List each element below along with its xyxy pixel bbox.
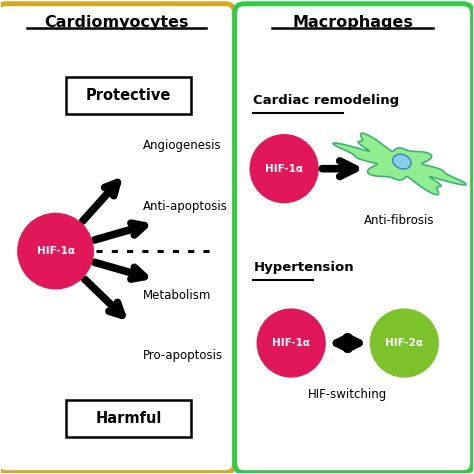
- Ellipse shape: [393, 154, 411, 169]
- Text: HIF-2α: HIF-2α: [385, 338, 423, 348]
- Text: Harmful: Harmful: [95, 411, 162, 426]
- FancyBboxPatch shape: [0, 4, 235, 473]
- Circle shape: [250, 135, 318, 202]
- Polygon shape: [333, 133, 466, 195]
- Text: Anti-fibrosis: Anti-fibrosis: [365, 214, 435, 227]
- Circle shape: [257, 309, 325, 377]
- Text: Protective: Protective: [86, 88, 171, 103]
- Text: Anti-apoptosis: Anti-apoptosis: [143, 200, 228, 213]
- Text: Pro-apoptosis: Pro-apoptosis: [143, 349, 223, 362]
- Text: Metabolism: Metabolism: [143, 290, 211, 302]
- Text: Cardiomyocytes: Cardiomyocytes: [45, 15, 189, 30]
- FancyBboxPatch shape: [66, 77, 191, 114]
- Text: HIF-1α: HIF-1α: [265, 164, 303, 173]
- Text: Cardiac remodeling: Cardiac remodeling: [254, 94, 400, 107]
- Text: HIF-switching: HIF-switching: [308, 388, 387, 401]
- Circle shape: [18, 213, 93, 289]
- FancyBboxPatch shape: [235, 4, 473, 473]
- FancyBboxPatch shape: [66, 400, 191, 437]
- Text: Hypertension: Hypertension: [254, 261, 354, 274]
- Text: HIF-1α: HIF-1α: [272, 338, 310, 348]
- Text: HIF-1α: HIF-1α: [36, 246, 74, 256]
- Circle shape: [370, 309, 438, 377]
- Text: Macrophages: Macrophages: [292, 15, 413, 30]
- Text: Angiogenesis: Angiogenesis: [143, 138, 221, 152]
